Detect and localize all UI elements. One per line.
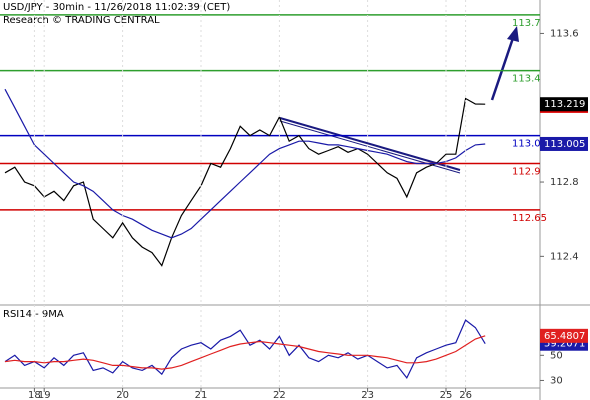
level-label: 112.9 bbox=[512, 166, 541, 177]
trend-line bbox=[279, 117, 461, 171]
price-box-label: 59.2071 bbox=[544, 339, 585, 350]
series-line bbox=[4, 97, 486, 267]
price-box bbox=[540, 136, 588, 151]
rsi-title: RSI14 - 9MA bbox=[3, 309, 64, 320]
series-line bbox=[4, 88, 486, 239]
arrow-head bbox=[507, 26, 519, 42]
series-line bbox=[4, 335, 486, 370]
chart-subtitle: Research © TRADING CENTRAL bbox=[3, 15, 160, 26]
price-box-label: 113.219 bbox=[544, 99, 585, 110]
trend-line bbox=[279, 120, 461, 174]
y-tick-label: 112.4 bbox=[550, 251, 579, 262]
forecast-arrow bbox=[490, 37, 515, 101]
price-box bbox=[540, 97, 588, 112]
x-tick-label: 25 bbox=[440, 390, 453, 400]
level-label: 113.05 bbox=[512, 139, 547, 150]
x-tick-label: 23 bbox=[361, 390, 374, 400]
x-tick-label: 19 bbox=[38, 390, 51, 400]
price-box bbox=[540, 328, 588, 343]
x-tick-label: 20 bbox=[116, 390, 129, 400]
y-tick-label: 112.8 bbox=[550, 177, 579, 188]
x-tick-label: 26 bbox=[459, 390, 472, 400]
level-label: 112.65 bbox=[512, 213, 547, 224]
chart-title: USD/JPY - 30min - 11/26/2018 11:02:39 (C… bbox=[3, 2, 230, 13]
price-box-label: 113.005 bbox=[544, 139, 585, 150]
level-label: 113.4 bbox=[512, 74, 541, 85]
level-label: 113.7 bbox=[512, 18, 541, 29]
x-tick-label: 18 bbox=[28, 390, 41, 400]
series-line bbox=[4, 319, 486, 380]
y-tick-label: 50 bbox=[550, 350, 563, 361]
price-box-label: 65.4807 bbox=[544, 331, 585, 342]
x-tick-label: 21 bbox=[195, 390, 208, 400]
x-tick-label: 22 bbox=[273, 390, 286, 400]
y-tick-label: 30 bbox=[550, 375, 563, 386]
y-tick-label: 113.6 bbox=[550, 28, 579, 39]
